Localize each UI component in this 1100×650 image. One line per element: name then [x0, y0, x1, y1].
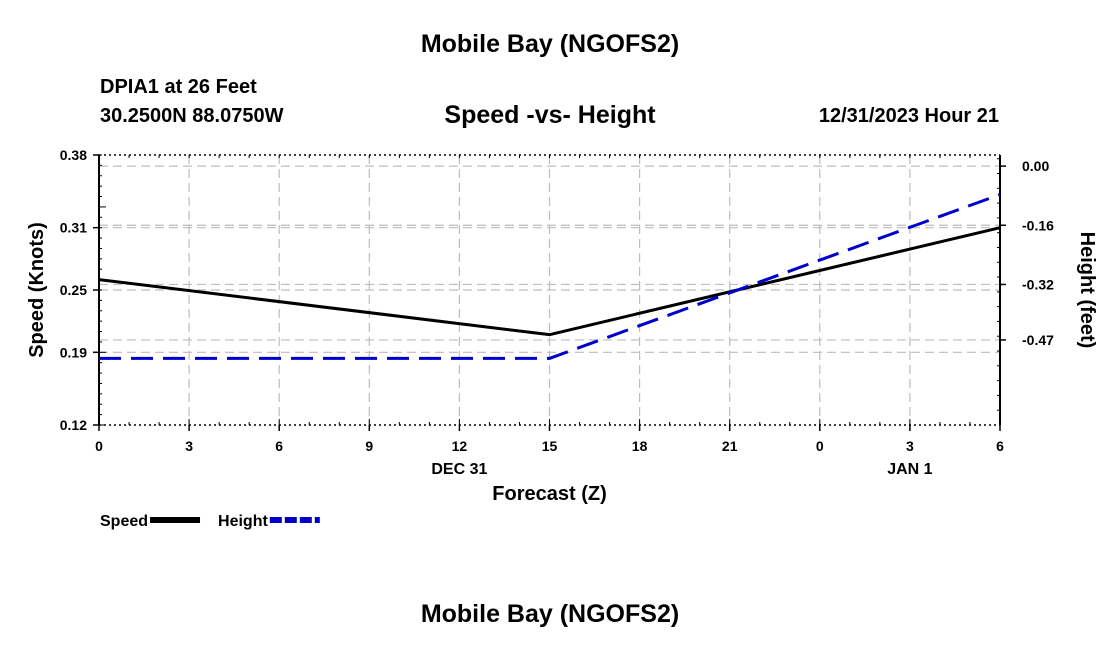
- x-tick-label: 6: [275, 438, 283, 454]
- y-tick-label: 0.31: [60, 220, 87, 236]
- y2-tick-label: -0.16: [1022, 217, 1054, 233]
- y2-tick-label: -0.32: [1022, 276, 1054, 292]
- x-axis-title: Forecast (Z): [492, 483, 606, 505]
- x-tick-label: 9: [365, 438, 373, 454]
- legend-label: Height: [218, 513, 268, 530]
- x-tick-label: 0: [816, 438, 824, 454]
- speed-height-chart: 0.12 0.19 0.25 0.31 0.38 0.00 -0.16 -0.32 -0.47 0…: [26, 147, 1098, 530]
- legend-label: Speed: [100, 513, 148, 530]
- y-axis-title: Speed (Knots): [26, 222, 48, 358]
- y-tick-label: 0.25: [60, 282, 87, 298]
- y-tick-label: 0.12: [60, 417, 87, 433]
- station-coordinates: 30.2500N 88.0750W: [100, 105, 284, 127]
- x-tick-label: 15: [542, 438, 558, 454]
- date-label: DEC 31: [431, 461, 487, 478]
- x-tick-label: 18: [632, 438, 648, 454]
- footer-title: Mobile Bay (NGOFS2): [420, 600, 680, 628]
- station-label: DPIA1 at 26 Feet: [100, 76, 257, 98]
- y-tick-label: 0.19: [60, 344, 87, 360]
- x-tick-label: 3: [906, 438, 914, 454]
- height-series-line: [99, 193, 1001, 360]
- date-label: JAN 1: [887, 461, 932, 478]
- page-title: Mobile Bay (NGOFS2): [420, 30, 680, 58]
- y-tick-label: 0.38: [60, 147, 87, 163]
- x-tick-label: 0: [95, 438, 103, 454]
- chart-title: Speed -vs- Height: [444, 101, 656, 129]
- forecast-datetime: 12/31/2023 Hour 21: [818, 105, 999, 127]
- x-tick-label: 3: [185, 438, 193, 454]
- x-tick-label: 21: [722, 438, 738, 454]
- x-tick-label: 6: [996, 438, 1004, 454]
- speed-series-line: [98, 226, 1001, 337]
- y2-tick-label: 0.00: [1022, 158, 1049, 174]
- y2-axis-title: Height (feet): [1076, 232, 1098, 349]
- x-tick-label: 12: [452, 438, 468, 454]
- y2-tick-label: -0.47: [1022, 332, 1054, 348]
